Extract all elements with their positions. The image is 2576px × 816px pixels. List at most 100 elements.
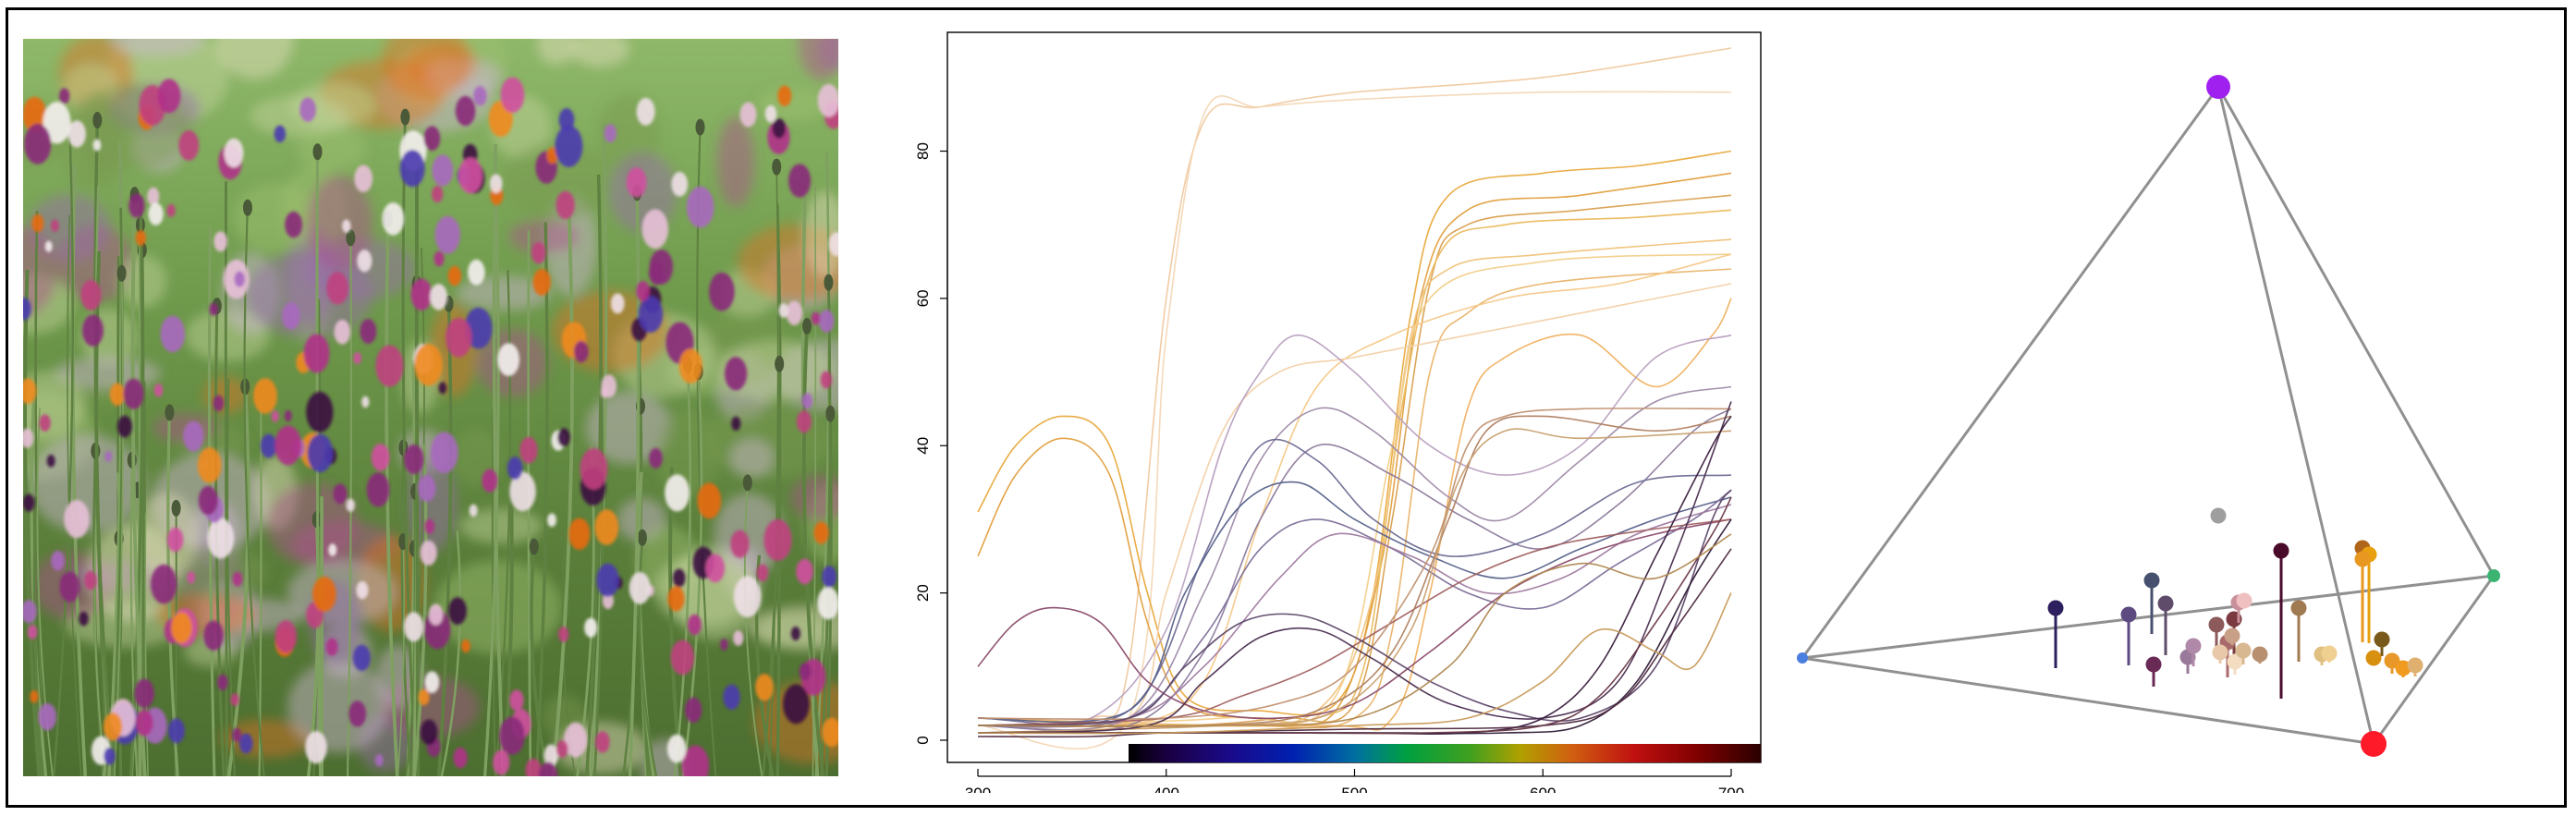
flower-blossom xyxy=(151,564,177,604)
flower-stem xyxy=(743,482,763,776)
flower-blossom xyxy=(790,626,800,641)
flower-blossom xyxy=(453,747,468,769)
flower-blossom xyxy=(772,118,786,139)
flower-blossom xyxy=(353,351,362,365)
edge-violet-blue xyxy=(1801,86,2220,659)
flower-blossom xyxy=(432,185,444,203)
flower-blossom xyxy=(509,471,536,512)
flower-bud xyxy=(242,199,252,216)
meadow-background-patch xyxy=(109,39,205,57)
flower-blossom xyxy=(433,250,445,267)
flower-blossom xyxy=(531,241,546,264)
flower-blossom xyxy=(23,297,31,321)
flower-stem xyxy=(673,364,692,776)
y-tick-label: 80 xyxy=(915,142,932,160)
flower-blossom xyxy=(418,688,430,706)
flower-blossom xyxy=(418,474,436,503)
spectrum-line-19 xyxy=(977,504,1732,726)
flower-blossom xyxy=(403,612,424,642)
flower-blossom xyxy=(50,219,59,232)
flower-stem xyxy=(534,222,549,776)
flower-blossom xyxy=(342,219,351,233)
flower-blossom xyxy=(448,597,467,625)
flower-blossom xyxy=(720,638,728,651)
reflectance-spectra-chart: 300 400 500 600 700 0 20 40 60 80 xyxy=(914,26,1775,802)
flower-blossom xyxy=(636,97,655,126)
flower-blossom xyxy=(305,730,327,764)
flower-blossom xyxy=(207,518,235,559)
flower-stem xyxy=(397,542,406,776)
colour-point xyxy=(2365,650,2382,666)
wildflower-meadow-photo xyxy=(23,39,838,776)
y-tick-label: 0 xyxy=(915,736,932,744)
flower-blossom xyxy=(128,193,145,218)
vertex-green xyxy=(2487,569,2500,582)
flower-blossom xyxy=(84,570,97,591)
flower-blossom xyxy=(684,697,702,723)
flower-blossom xyxy=(638,296,664,333)
spectrum-line-10 xyxy=(977,298,1732,731)
flower-blossom xyxy=(354,164,373,193)
flower-blossom xyxy=(104,747,116,765)
flower-blossom xyxy=(58,88,70,104)
colour-point xyxy=(2120,606,2137,623)
colour-point xyxy=(2227,653,2243,670)
flower-stem xyxy=(530,546,550,776)
flower-blossom xyxy=(822,566,837,588)
flower-blossom xyxy=(410,278,433,311)
flower-blossom xyxy=(596,563,619,598)
spectrum-line-3 xyxy=(977,150,1732,716)
flower-blossom xyxy=(672,568,686,588)
edge-red-green xyxy=(2372,575,2496,745)
flower-blossom xyxy=(166,203,176,217)
flower-bud xyxy=(400,108,410,126)
flower-blossom xyxy=(261,433,277,458)
flower-blossom xyxy=(27,625,38,639)
colour-point xyxy=(2208,616,2225,633)
flower-blossom xyxy=(187,571,196,584)
flower-stem xyxy=(226,386,250,776)
colour-point xyxy=(2235,642,2252,659)
flower-blossom xyxy=(357,250,372,273)
flower-blossom xyxy=(723,684,740,711)
y-tick-label: 60 xyxy=(915,289,932,307)
colour-point xyxy=(2212,644,2228,661)
vertex-blue xyxy=(1797,652,1808,664)
colour-point xyxy=(2407,657,2423,674)
colour-point xyxy=(2210,507,2227,524)
colour-point xyxy=(2224,627,2240,644)
meadow-background-patch xyxy=(459,508,543,544)
flower-blossom xyxy=(681,745,710,776)
flower-blossom xyxy=(445,317,472,358)
flower-blossom xyxy=(371,444,390,471)
flower-blossom xyxy=(686,186,714,228)
tetrahedron-canvas xyxy=(1797,75,2500,757)
flower-blossom xyxy=(557,428,570,447)
flower-stem xyxy=(491,408,496,776)
flower-blossom xyxy=(23,96,47,133)
flower-blossom xyxy=(157,79,181,114)
meadow-background-patch xyxy=(30,434,145,533)
flower-blossom xyxy=(375,345,404,387)
flower-blossom xyxy=(232,571,243,587)
flower-blossom xyxy=(420,540,437,566)
flower-blossom xyxy=(59,571,80,603)
spectrum-line-13 xyxy=(977,334,1732,728)
flower-stem xyxy=(226,378,236,776)
flower-blossom xyxy=(519,436,538,464)
flower-blossom xyxy=(763,518,792,561)
flower-blossom xyxy=(594,731,610,753)
flower-blossom xyxy=(423,126,441,152)
vertex-red xyxy=(2361,731,2387,757)
flower-blossom xyxy=(303,334,330,373)
flower-blossom xyxy=(135,709,153,737)
y-tick-label: 20 xyxy=(915,584,932,602)
flower-blossom xyxy=(361,396,370,408)
spectra-plot: 300 400 500 600 700 0 20 40 60 80 xyxy=(914,31,1762,802)
flower-stem xyxy=(52,128,74,776)
flower-blossom xyxy=(38,703,57,731)
meadow-background-patch xyxy=(716,116,755,208)
flower-blossom xyxy=(610,293,625,314)
flower-blossom xyxy=(23,600,37,624)
flower-bud xyxy=(772,158,782,176)
